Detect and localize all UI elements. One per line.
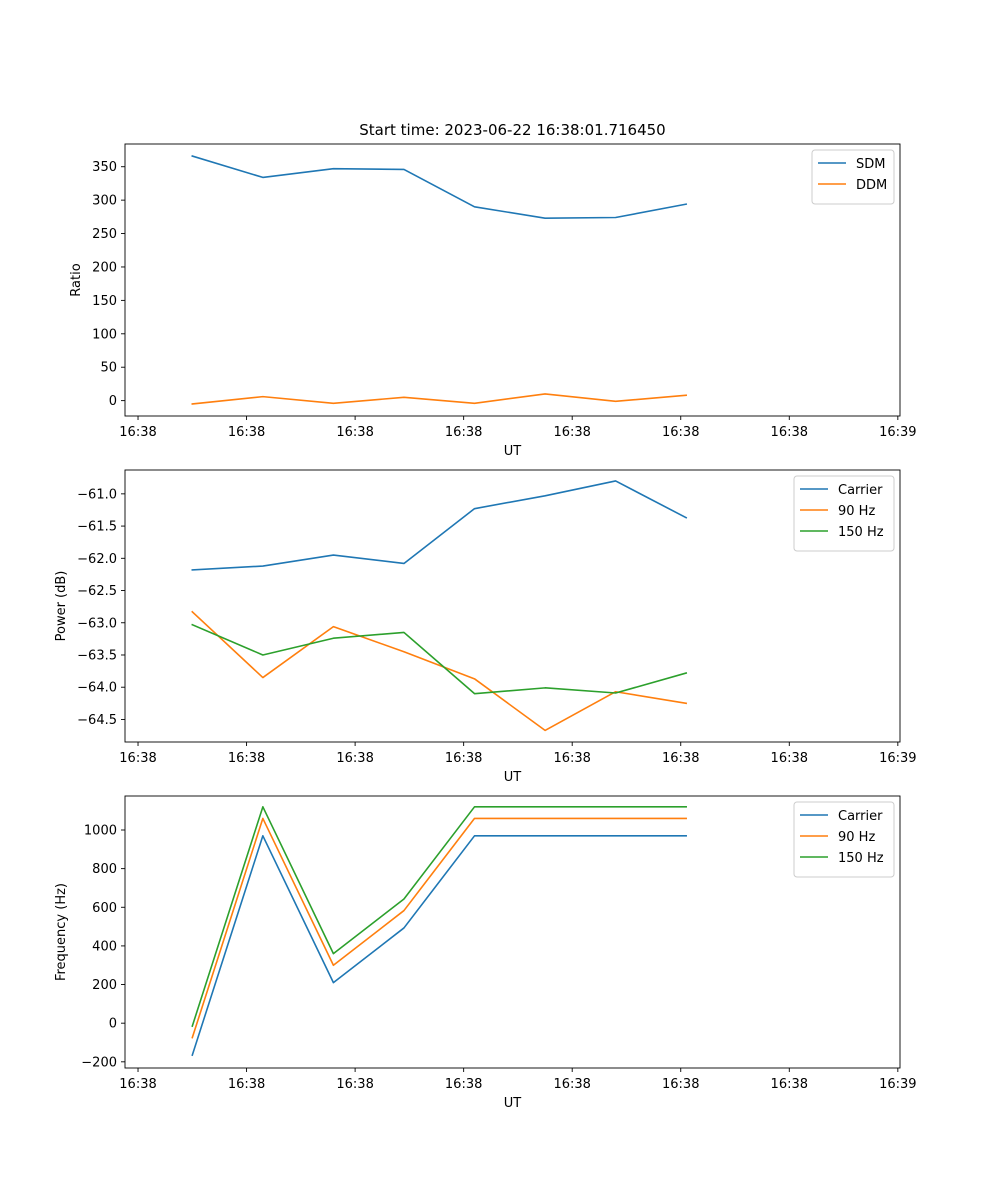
y-tick-label: 300 [92, 194, 117, 209]
y-tick-label: 350 [92, 160, 117, 175]
y-tick-label: −63.0 [77, 616, 117, 631]
legend-label: SDM [856, 157, 885, 172]
x-tick-label: 16:38 [553, 425, 590, 440]
y-tick-label: 400 [92, 939, 117, 954]
x-tick-label: 16:38 [445, 751, 482, 766]
x-tick-label: 16:38 [119, 751, 156, 766]
y-axis-label: Frequency (Hz) [54, 883, 69, 981]
y-tick-label: 0 [109, 394, 117, 409]
y-tick-label: 200 [92, 978, 117, 993]
legend-label: Carrier [838, 483, 883, 498]
y-tick-label: 0 [109, 1017, 117, 1032]
x-tick-label: 16:38 [228, 425, 265, 440]
series-line-150-hz [191, 806, 687, 1028]
y-tick-label: −61.5 [77, 520, 117, 535]
x-tick-label: 16:38 [336, 425, 373, 440]
legend-label: DDM [856, 178, 887, 193]
series-line-ddm [191, 393, 688, 405]
legend-label: 90 Hz [838, 504, 875, 519]
x-tick-label: 16:38 [553, 1077, 590, 1092]
y-tick-label: 50 [100, 361, 117, 376]
chart-panel-1: Start time: 2023-06-22 16:38:01.716450 16… [69, 121, 917, 459]
x-tick-label: 16:38 [119, 425, 156, 440]
y-tick-label: −200 [81, 1055, 117, 1070]
x-tick-label: 16:38 [662, 751, 699, 766]
y-tick-label: −62.5 [77, 584, 117, 599]
x-tick-label: 16:39 [879, 1077, 916, 1092]
x-tick-label: 16:39 [879, 751, 916, 766]
series-line-150-hz [191, 623, 688, 695]
plot-frame [124, 469, 901, 743]
x-tick-label: 16:38 [553, 751, 590, 766]
x-tick-label: 16:38 [662, 1077, 699, 1092]
y-tick-label: 600 [92, 901, 117, 916]
x-tick-label: 16:38 [771, 1077, 808, 1092]
x-tick-label: 16:38 [771, 751, 808, 766]
series-line-90-hz [191, 610, 688, 732]
y-tick-label: −64.0 [77, 681, 117, 696]
series-line-carrier [191, 834, 687, 1057]
y-tick-label: 800 [92, 862, 117, 877]
y-tick-label: 100 [92, 327, 117, 342]
legend-label: 150 Hz [838, 525, 884, 540]
y-tick-label: −64.5 [77, 713, 117, 728]
legend-label: 90 Hz [838, 830, 875, 845]
x-tick-label: 16:39 [879, 425, 916, 440]
y-tick-label: 150 [92, 294, 117, 309]
x-tick-label: 16:38 [445, 425, 482, 440]
x-tick-label: 16:38 [228, 751, 265, 766]
x-axis-label: UT [504, 444, 522, 459]
x-axis-label: UT [504, 770, 522, 785]
x-tick-label: 16:38 [662, 425, 699, 440]
x-tick-label: 16:38 [771, 425, 808, 440]
legend-label: 150 Hz [838, 851, 884, 866]
series-line-sdm [191, 155, 688, 219]
chart-panel-2: 16:38 16:38 16:38 16:38 16:38 16:38 16:38 16:39… [54, 469, 917, 785]
y-axis-label: Ratio [69, 263, 84, 296]
legend-box [793, 801, 895, 878]
y-tick-label: −61.0 [77, 487, 117, 502]
series-line-carrier [191, 480, 688, 571]
legend-box [793, 475, 895, 552]
legend: Carrier 90 Hz 150 Hz [793, 475, 895, 552]
plot-frame [124, 143, 901, 417]
x-tick-label: 16:38 [336, 1077, 373, 1092]
legend: SDM DDM [811, 149, 895, 205]
x-tick-label: 16:38 [119, 1077, 156, 1092]
x-tick-label: 16:38 [445, 1077, 482, 1092]
y-axis-label: Power (dB) [54, 571, 69, 642]
y-tick-label: −62.0 [77, 552, 117, 567]
x-tick-label: 16:38 [228, 1077, 265, 1092]
chart-panel-3: 16:38 16:38 16:38 16:38 16:38 16:38 16:38 16:39… [54, 795, 917, 1111]
legend: Carrier 90 Hz 150 Hz [793, 801, 895, 878]
series-line-90-hz [191, 817, 687, 1039]
x-axis-label: UT [504, 1096, 522, 1111]
y-tick-label: 1000 [84, 824, 117, 839]
y-tick-label: 250 [92, 227, 117, 242]
legend-label: Carrier [838, 809, 883, 824]
chart-title: Start time: 2023-06-22 16:38:01.716450 [359, 121, 665, 139]
x-tick-label: 16:38 [336, 751, 373, 766]
y-tick-label: −63.5 [77, 648, 117, 663]
y-tick-label: 200 [92, 260, 117, 275]
plot-frame [124, 795, 901, 1069]
